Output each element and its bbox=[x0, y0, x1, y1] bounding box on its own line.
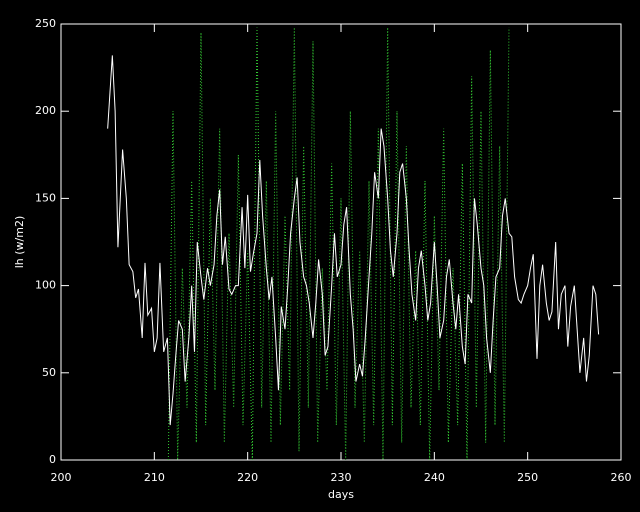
y-tick-label: 0 bbox=[49, 453, 56, 466]
x-tick-label: 220 bbox=[237, 471, 258, 484]
x-tick-label: 210 bbox=[144, 471, 165, 484]
plot-frame bbox=[60, 23, 622, 461]
y-tick-label: 200 bbox=[35, 104, 56, 117]
y-tick-label: 50 bbox=[42, 366, 56, 379]
x-tick-label: 260 bbox=[611, 471, 632, 484]
y-tick-label: 100 bbox=[35, 279, 56, 292]
y-tick-label: 250 bbox=[35, 17, 56, 30]
y-tick-label: 150 bbox=[35, 191, 56, 204]
x-tick-label: 230 bbox=[331, 471, 352, 484]
data-line bbox=[167, 27, 510, 461]
x-tick-label: 250 bbox=[517, 471, 538, 484]
data-line bbox=[107, 55, 600, 426]
y-axis-label: lh (w/m2) bbox=[13, 216, 26, 269]
x-axis-label: days bbox=[328, 488, 354, 501]
x-tick-label: 200 bbox=[51, 471, 72, 484]
x-tick-label: 240 bbox=[424, 471, 445, 484]
